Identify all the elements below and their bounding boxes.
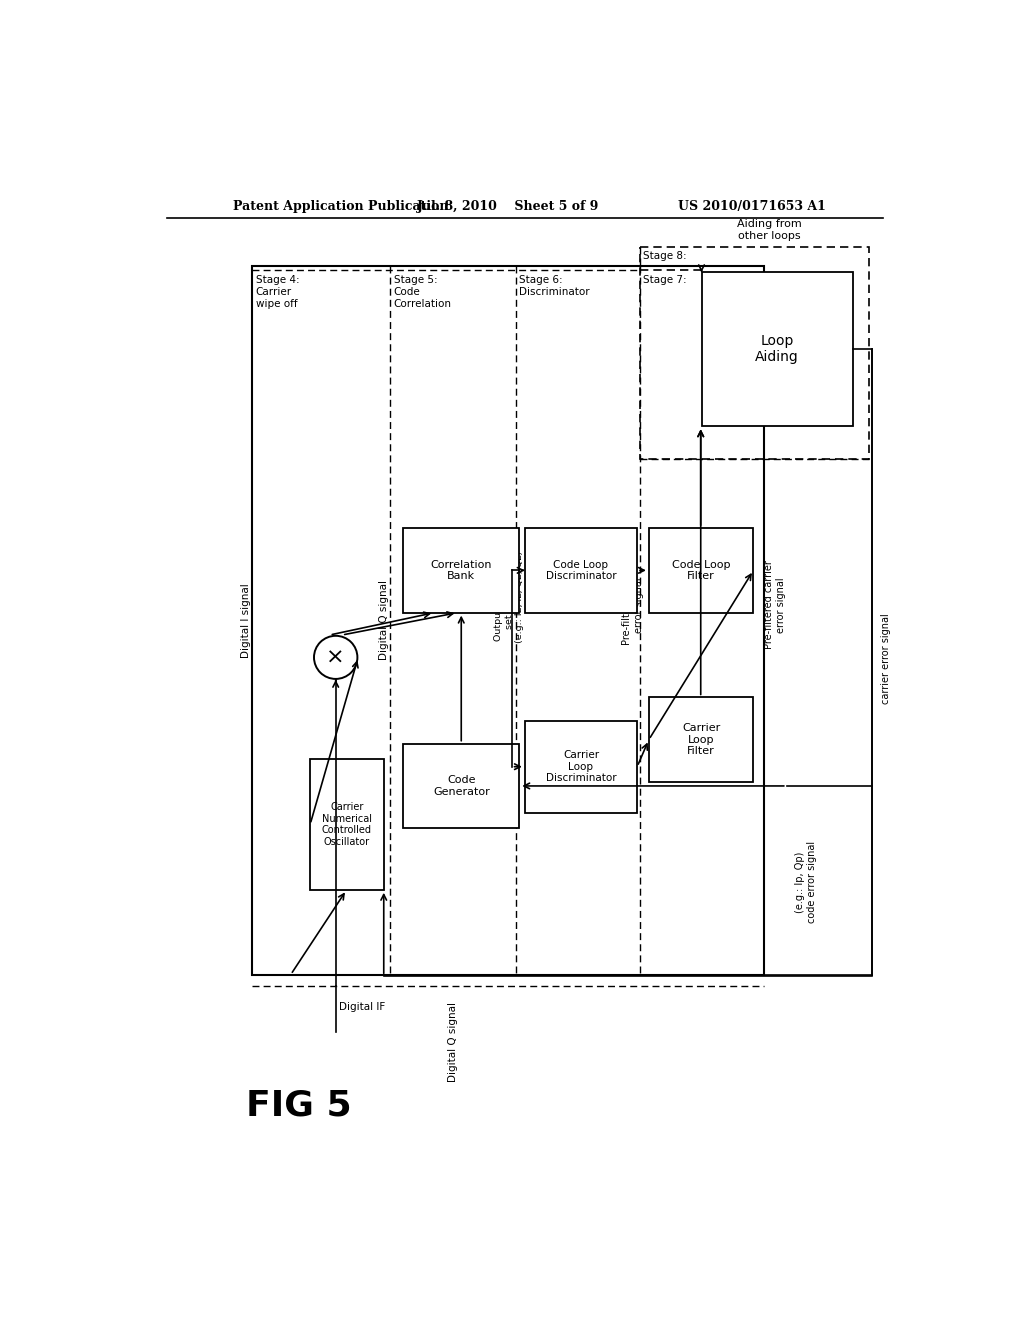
Text: Patent Application Publication: Patent Application Publication bbox=[232, 199, 449, 213]
Bar bbox=[524, 528, 637, 612]
Text: Stage 4:
Carrier
wipe off: Stage 4: Carrier wipe off bbox=[256, 276, 299, 309]
Text: Stage 7:: Stage 7: bbox=[643, 276, 687, 285]
Text: Digital Q signal: Digital Q signal bbox=[379, 581, 389, 660]
Bar bbox=[403, 528, 519, 612]
Text: Carrier
Numerical
Controlled
Oscillator: Carrier Numerical Controlled Oscillator bbox=[322, 803, 372, 847]
Text: Stage 8:: Stage 8: bbox=[643, 251, 687, 261]
Text: Aiding from
other loops: Aiding from other loops bbox=[737, 219, 802, 240]
Bar bbox=[310, 759, 384, 890]
Text: Pre-filtered carrier
error signal: Pre-filtered carrier error signal bbox=[764, 561, 786, 649]
Text: Stage 5:
Code
Correlation: Stage 5: Code Correlation bbox=[394, 276, 452, 309]
Bar bbox=[640, 247, 869, 459]
Text: Loop
Aiding: Loop Aiding bbox=[755, 334, 799, 364]
Bar bbox=[252, 267, 764, 974]
Text: FIG 5: FIG 5 bbox=[246, 1089, 351, 1122]
Text: Output correlation
set of signals
(e.g.: IE, IL, QE, QL): Output correlation set of signals (e.g.:… bbox=[495, 552, 524, 643]
Text: ×: × bbox=[327, 647, 345, 668]
Text: (e.g.: Ip, Qp)
code error signal: (e.g.: Ip, Qp) code error signal bbox=[796, 841, 817, 923]
Text: Code Loop
Discriminator: Code Loop Discriminator bbox=[546, 560, 616, 581]
Bar bbox=[701, 272, 853, 426]
Text: Correlation
Bank: Correlation Bank bbox=[430, 560, 492, 581]
Text: Digital I signal: Digital I signal bbox=[241, 583, 251, 657]
Text: Pre-filtered code
error signal: Pre-filtered code error signal bbox=[623, 565, 644, 645]
Text: Code Loop
Filter: Code Loop Filter bbox=[672, 560, 730, 581]
Text: Carrier
Loop
Discriminator: Carrier Loop Discriminator bbox=[546, 750, 616, 783]
Text: Code
Generator: Code Generator bbox=[433, 775, 489, 797]
Text: Digital IF: Digital IF bbox=[339, 1002, 385, 1011]
Text: US 2010/0171653 A1: US 2010/0171653 A1 bbox=[678, 199, 825, 213]
Text: Stage 6:
Discriminator: Stage 6: Discriminator bbox=[519, 276, 590, 297]
Bar bbox=[649, 528, 754, 612]
Text: Carrier
Loop
Filter: Carrier Loop Filter bbox=[682, 723, 720, 756]
Bar bbox=[403, 743, 519, 829]
Bar bbox=[649, 697, 754, 781]
Text: carrier error signal: carrier error signal bbox=[881, 614, 891, 705]
Bar bbox=[524, 721, 637, 813]
Text: Jul. 8, 2010    Sheet 5 of 9: Jul. 8, 2010 Sheet 5 of 9 bbox=[417, 199, 599, 213]
Text: Digital Q signal: Digital Q signal bbox=[447, 1002, 458, 1081]
